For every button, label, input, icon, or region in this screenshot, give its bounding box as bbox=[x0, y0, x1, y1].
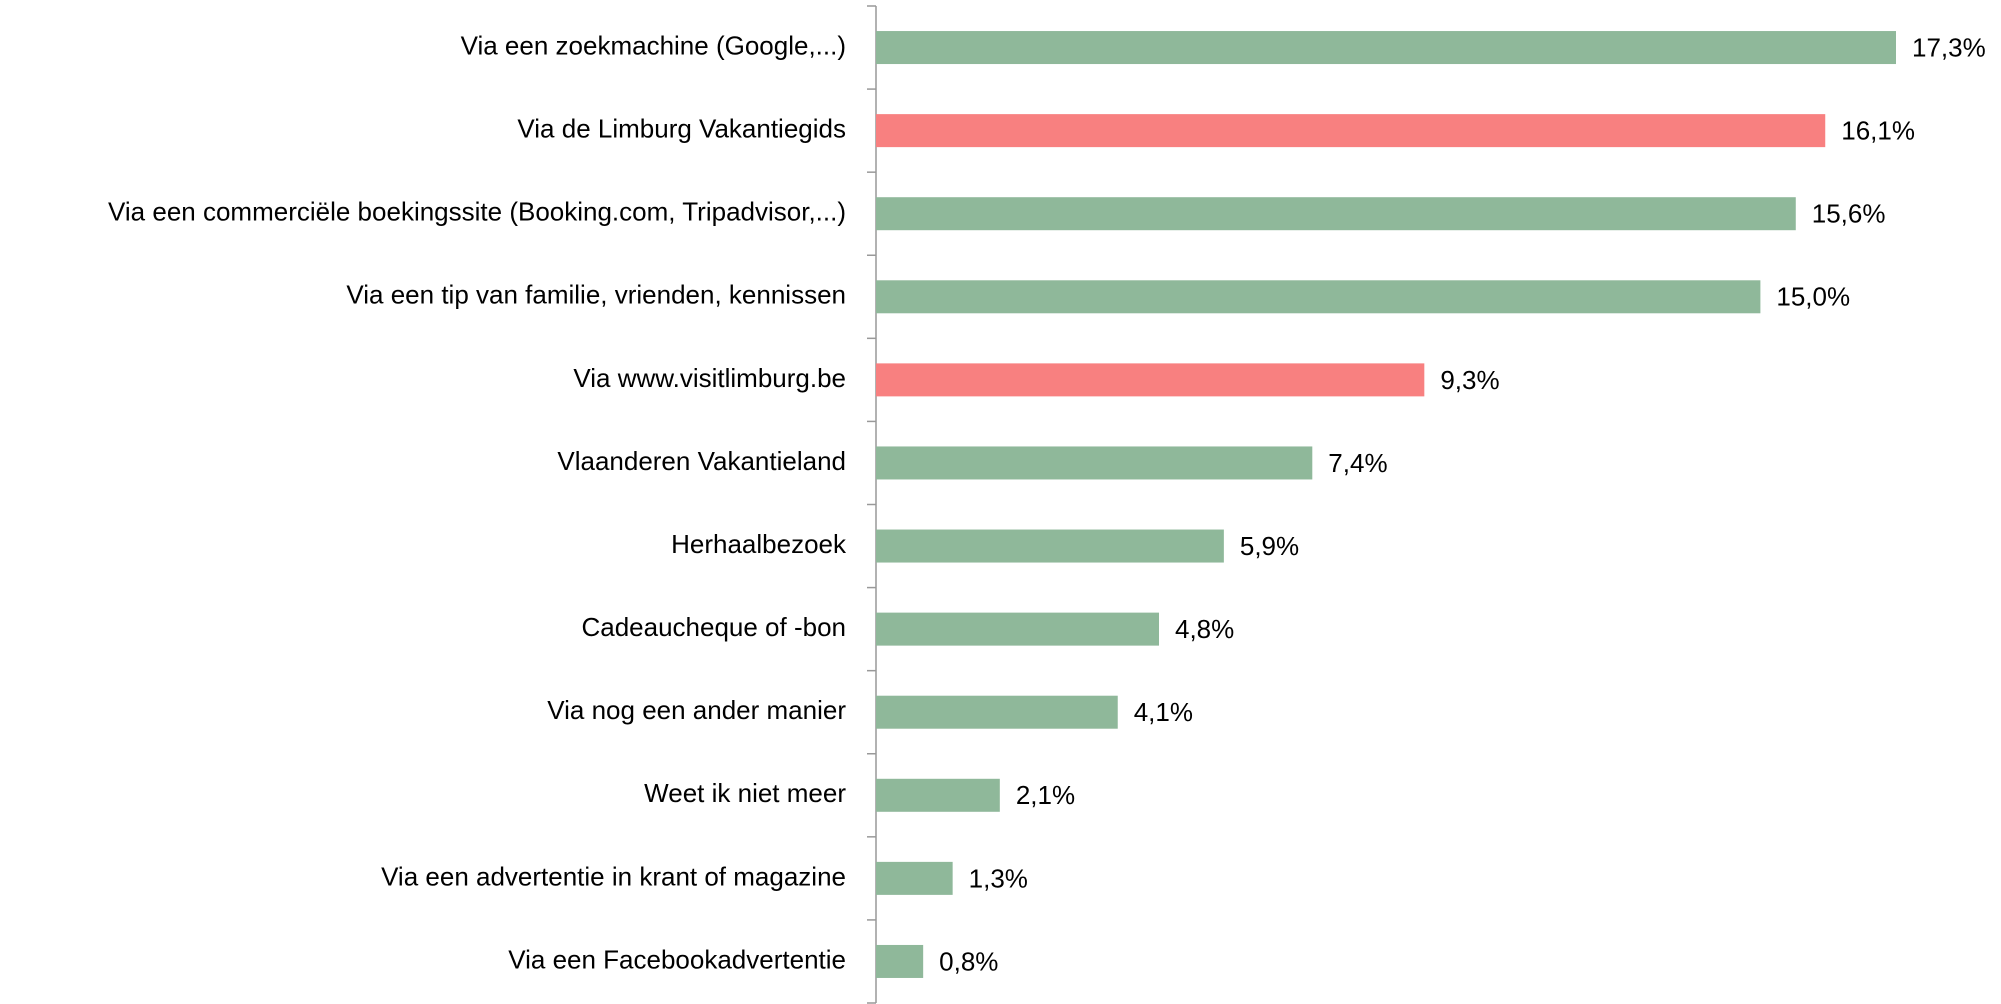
bar bbox=[876, 114, 1826, 148]
value-label: 16,1% bbox=[1841, 116, 1915, 146]
category-label: Weet ik niet meer bbox=[644, 778, 846, 808]
value-label: 1,3% bbox=[969, 863, 1028, 893]
value-label: 4,1% bbox=[1134, 697, 1193, 727]
category-label: Cadeaucheque of -bon bbox=[581, 612, 846, 642]
bar bbox=[876, 197, 1796, 231]
bar bbox=[876, 778, 1000, 812]
category-label: Vlaanderen Vakantieland bbox=[557, 446, 846, 476]
category-label: Via een Facebookadvertentie bbox=[508, 944, 846, 974]
bar bbox=[876, 861, 953, 895]
category-label: Via een advertentie in krant of magazine bbox=[381, 861, 846, 891]
bar bbox=[876, 695, 1118, 729]
bar bbox=[876, 363, 1425, 397]
bar bbox=[876, 31, 1896, 65]
value-label: 4,8% bbox=[1175, 614, 1234, 644]
value-label: 5,9% bbox=[1240, 531, 1299, 561]
value-label: 15,0% bbox=[1776, 282, 1850, 312]
bar bbox=[876, 944, 924, 978]
category-label: Herhaalbezoek bbox=[671, 529, 847, 559]
category-label: Via de Limburg Vakantiegids bbox=[517, 114, 846, 144]
category-label: Via een tip van familie, vrienden, kenni… bbox=[346, 280, 846, 310]
value-label: 0,8% bbox=[939, 946, 998, 976]
category-label: Via www.visitlimburg.be bbox=[573, 363, 846, 393]
category-label: Via een commerciële boekingssite (Bookin… bbox=[108, 197, 846, 227]
bar bbox=[876, 612, 1160, 646]
value-label: 7,4% bbox=[1328, 448, 1387, 478]
value-label: 17,3% bbox=[1912, 32, 1986, 62]
bar bbox=[876, 280, 1761, 314]
bar bbox=[876, 529, 1224, 563]
category-label: Via een zoekmachine (Google,...) bbox=[461, 30, 846, 60]
value-label: 2,1% bbox=[1016, 780, 1075, 810]
value-label: 9,3% bbox=[1440, 365, 1499, 395]
value-label: 15,6% bbox=[1812, 199, 1886, 229]
category-label: Via nog een ander manier bbox=[547, 695, 846, 725]
bar bbox=[876, 446, 1313, 480]
